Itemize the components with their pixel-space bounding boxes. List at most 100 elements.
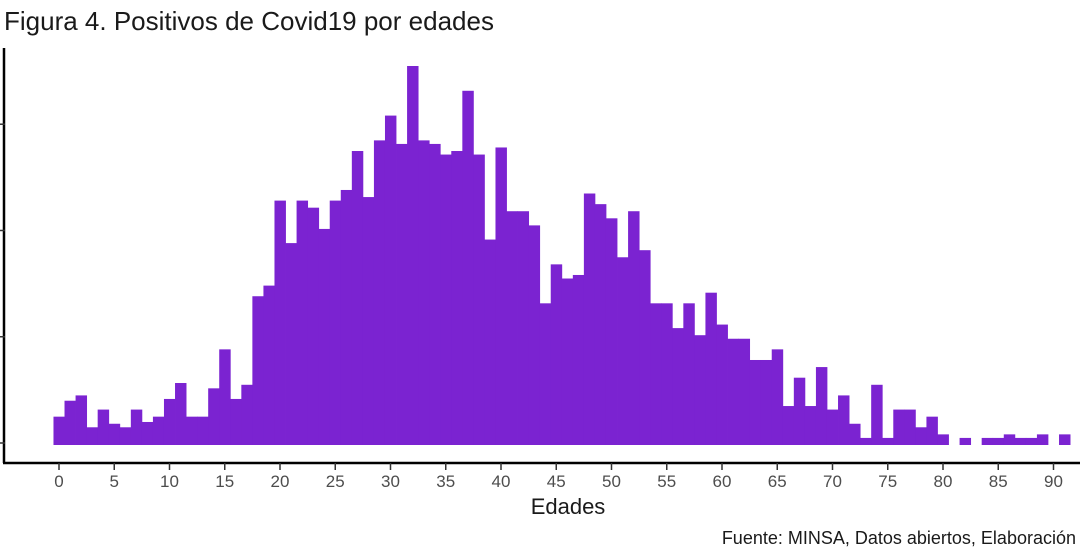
bar-age-26	[340, 189, 353, 445]
x-tick-label: 20	[271, 472, 290, 491]
bar-age-22	[296, 200, 309, 445]
bar-age-34	[429, 143, 441, 445]
bar-age-41	[506, 211, 518, 445]
x-tick-label: 75	[878, 472, 897, 491]
x-tick-label: 60	[713, 472, 732, 491]
x-tick-label: 0	[54, 472, 63, 491]
bar-age-38	[473, 154, 485, 446]
bar-age-80	[937, 434, 949, 445]
bar-age-74	[871, 384, 883, 445]
bars-group	[53, 66, 1071, 446]
bar-age-61	[727, 338, 739, 445]
bar-age-24	[318, 228, 331, 445]
x-tick-label: 90	[1044, 472, 1063, 491]
x-tick-label: 10	[160, 472, 179, 491]
bar-age-7	[130, 409, 143, 445]
y-ticks-group	[0, 123, 5, 444]
bar-age-23	[307, 207, 320, 445]
bar-age-18	[252, 296, 264, 445]
bar-age-69	[815, 367, 828, 445]
bar-age-53	[639, 250, 651, 445]
bar-age-5	[108, 423, 121, 445]
bar-age-21	[285, 243, 297, 445]
x-tick-label: 15	[215, 472, 234, 491]
bar-age-59	[705, 292, 717, 445]
bar-age-57	[683, 303, 695, 445]
bar-age-8	[141, 421, 154, 445]
bar-age-6	[119, 427, 132, 445]
x-tick-label: 80	[934, 472, 953, 491]
bar-age-44	[539, 303, 552, 445]
bar-age-45	[550, 264, 563, 445]
bar-age-52	[628, 211, 640, 445]
bar-age-91	[1059, 434, 1071, 445]
bar-age-46	[561, 278, 574, 445]
x-axis-title: Edades	[531, 494, 606, 519]
bar-age-19	[263, 285, 275, 445]
bar-age-84	[981, 437, 994, 445]
bar-age-65	[771, 349, 784, 445]
x-tick-label: 35	[436, 472, 455, 491]
x-tick-label: 65	[768, 472, 787, 491]
bar-age-72	[849, 423, 861, 445]
bar-age-10	[163, 398, 176, 445]
bar-age-39	[484, 239, 496, 445]
bar-age-11	[175, 383, 187, 445]
bar-age-86	[1003, 434, 1016, 445]
bar-age-55	[661, 303, 673, 445]
x-tick-label: 50	[602, 472, 621, 491]
bar-age-43	[528, 225, 541, 445]
bar-age-85	[992, 437, 1005, 445]
bar-age-36	[451, 151, 463, 445]
bar-age-71	[838, 395, 850, 445]
bar-age-15	[219, 349, 231, 445]
bar-age-33	[418, 140, 430, 445]
bar-age-58	[694, 335, 706, 445]
x-tick-label: 55	[657, 472, 676, 491]
bar-age-32	[407, 66, 419, 445]
chart-caption: Fuente: MINSA, Datos abiertos, Elaboraci…	[721, 528, 1076, 548]
bar-age-87	[1014, 437, 1027, 445]
bar-age-70	[826, 409, 839, 445]
bar-age-66	[782, 406, 795, 445]
bar-age-62	[738, 338, 751, 445]
bar-age-88	[1025, 437, 1038, 445]
bar-age-35	[440, 154, 452, 446]
bar-age-89	[1036, 434, 1049, 445]
x-tick-label: 85	[989, 472, 1008, 491]
bar-age-64	[760, 359, 773, 445]
bar-age-60	[716, 324, 728, 445]
x-tick-label: 45	[547, 472, 566, 491]
bar-age-78	[915, 427, 927, 445]
bar-age-28	[362, 197, 375, 445]
bar-age-12	[186, 416, 198, 445]
bar-age-29	[373, 140, 386, 445]
bar-age-75	[882, 437, 894, 445]
bar-age-20	[274, 200, 286, 445]
bar-age-31	[396, 143, 408, 445]
x-tick-label: 5	[110, 472, 119, 491]
x-tick-label: 25	[326, 472, 345, 491]
bar-age-47	[572, 274, 585, 445]
bar-age-3	[86, 427, 99, 445]
bar-age-68	[804, 406, 817, 445]
chart-title: Figura 4. Positivos de Covid19 por edade…	[4, 6, 494, 36]
bar-age-37	[462, 90, 474, 445]
bar-age-4	[97, 409, 110, 445]
bar-age-0	[53, 416, 65, 445]
x-tick-label: 40	[492, 472, 511, 491]
bar-age-82	[959, 437, 972, 445]
bar-age-51	[617, 257, 629, 445]
bar-age-77	[904, 409, 916, 445]
bar-age-42	[517, 211, 530, 445]
bar-age-54	[650, 303, 662, 445]
bar-age-79	[926, 416, 938, 445]
bar-age-1	[64, 400, 76, 445]
bar-age-27	[351, 151, 364, 445]
bar-age-25	[329, 200, 342, 445]
bar-age-2	[75, 395, 88, 445]
bar-age-48	[583, 193, 596, 445]
bar-age-67	[793, 377, 806, 445]
bar-age-30	[384, 115, 397, 445]
